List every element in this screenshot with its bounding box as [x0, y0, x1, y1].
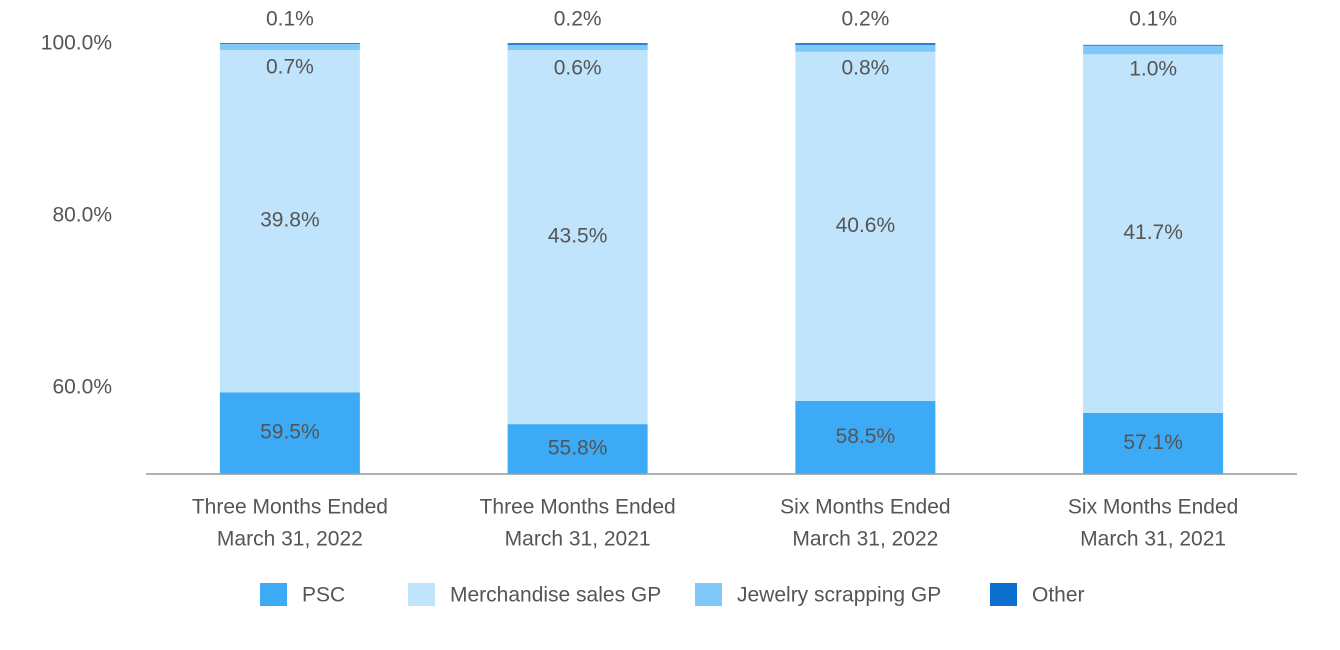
- x-tick-label: Three Months Ended: [192, 496, 388, 519]
- data-label: 1.0%: [1129, 57, 1177, 80]
- data-label: 0.6%: [554, 56, 602, 79]
- data-label: 0.2%: [841, 8, 889, 31]
- x-tick-label: March 31, 2021: [505, 528, 651, 551]
- bar-segment: [507, 50, 648, 425]
- x-tick-label: March 31, 2021: [1080, 528, 1226, 551]
- bar-segment: [1083, 54, 1224, 413]
- x-tick-label: Six Months Ended: [1068, 496, 1238, 519]
- legend-label: PSC: [302, 584, 345, 607]
- legend-swatch: [695, 583, 722, 606]
- bar-segment: [507, 424, 648, 474]
- x-tick-label: March 31, 2022: [217, 528, 363, 551]
- data-label: 43.5%: [548, 225, 608, 248]
- data-label: 55.8%: [548, 437, 608, 460]
- data-label: 0.7%: [266, 56, 314, 79]
- data-label: 59.5%: [260, 421, 320, 444]
- legend-swatch: [408, 583, 435, 606]
- data-label: 0.8%: [841, 56, 889, 79]
- bar-segment: [1083, 44, 1224, 46]
- data-label: 40.6%: [836, 214, 896, 237]
- legend-swatch: [990, 583, 1017, 606]
- bar-segment: [219, 392, 360, 474]
- bar-segment: [1083, 45, 1224, 55]
- legend-swatch: [260, 583, 287, 606]
- x-tick-label: March 31, 2022: [792, 528, 938, 551]
- data-label: 58.5%: [836, 425, 896, 448]
- data-label: 0.1%: [266, 8, 314, 31]
- data-label: 57.1%: [1123, 431, 1183, 454]
- bar-segment: [219, 50, 360, 393]
- data-label: 0.2%: [554, 8, 602, 31]
- data-label: 39.8%: [260, 209, 320, 232]
- bar-segment: [795, 51, 936, 401]
- data-label: 41.7%: [1123, 221, 1183, 244]
- bar-segment: [507, 43, 648, 45]
- legend-label: Jewelry scrapping GP: [737, 584, 941, 607]
- y-tick-label: 60.0%: [52, 376, 112, 399]
- bar-segment: [795, 44, 936, 52]
- legend-label: Other: [1032, 584, 1085, 607]
- bar-segment: [507, 44, 648, 51]
- bar-segment: [219, 43, 360, 44]
- x-tick-label: Six Months Ended: [780, 496, 950, 519]
- bar-segment: [795, 43, 936, 45]
- y-tick-label: 100.0%: [41, 32, 112, 55]
- x-tick-label: Three Months Ended: [480, 496, 676, 519]
- bar-segment: [219, 44, 360, 51]
- legend-label: Merchandise sales GP: [450, 584, 661, 607]
- data-label: 0.1%: [1129, 8, 1177, 31]
- y-tick-label: 80.0%: [52, 204, 112, 227]
- bar-segment: [795, 400, 936, 474]
- bar-segment: [1083, 412, 1224, 474]
